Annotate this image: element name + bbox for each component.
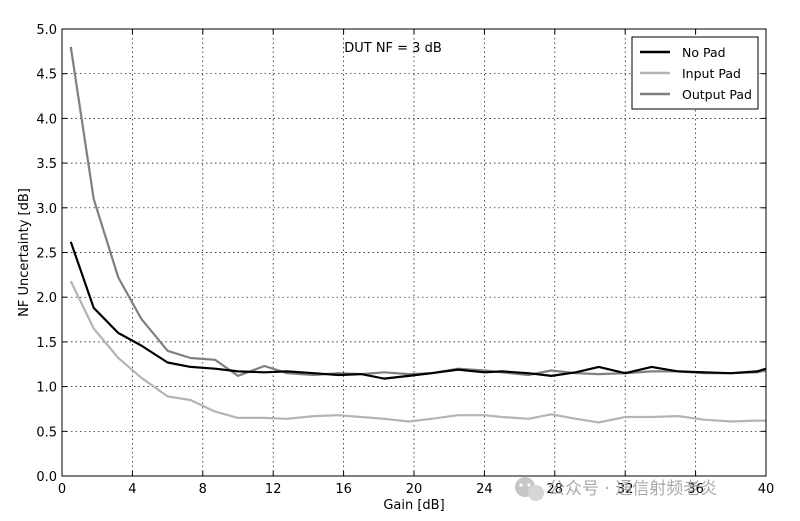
watermark-text: 公众号 · 通信射频老炎	[548, 479, 717, 499]
legend-entry: Input Pad	[682, 66, 741, 81]
x-axis-label: Gain [dB]	[383, 498, 444, 513]
x-tick-label: 28	[547, 482, 564, 497]
x-tick-label: 20	[406, 482, 423, 497]
wechat-icon	[515, 477, 544, 501]
y-tick-label: 0.0	[36, 470, 57, 485]
y-tick-label: 4.0	[36, 112, 57, 127]
y-tick-label: 3.5	[36, 157, 57, 172]
y-tick-label: 2.0	[36, 291, 57, 306]
x-tick-label: 24	[476, 482, 493, 497]
watermark: 公众号 · 通信射频老炎	[515, 477, 717, 501]
y-tick-label: 1.5	[36, 336, 57, 351]
y-axis-label: NF Uncertainty [dB]	[17, 188, 32, 317]
legend-entry: Output Pad	[682, 87, 752, 102]
y-tick-label: 1.0	[36, 381, 57, 396]
legend-entry: No Pad	[682, 45, 726, 60]
series-line-no-pad	[69, 241, 767, 380]
x-tick-label: 36	[687, 482, 704, 497]
axis-ticks: 0 4 8 12 16 20 24 28 32 36 40 0.0 0.5 1.0 1.5 2.0 2.5 3.0…	[36, 23, 774, 497]
x-tick-label: 12	[265, 482, 282, 497]
series-lines	[69, 46, 767, 424]
plot-frame	[61, 28, 767, 477]
x-tick-label: 40	[758, 482, 775, 497]
x-tick-label: 32	[617, 482, 634, 497]
chart-annotation: DUT NF = 3 dB	[344, 41, 442, 56]
y-tick-label: 4.5	[36, 68, 57, 83]
y-tick-label: 0.5	[36, 425, 57, 440]
x-tick-label: 16	[335, 482, 352, 497]
series-line-input-pad	[69, 280, 766, 424]
x-tick-label: 4	[128, 482, 136, 497]
y-tick-label: 2.5	[36, 247, 57, 262]
y-tick-label: 3.0	[36, 202, 57, 217]
legend: No Pad Input Pad Output Pad	[631, 36, 759, 110]
y-tick-label: 5.0	[36, 23, 57, 38]
x-tick-label: 0	[58, 482, 66, 497]
x-tick-label: 8	[199, 482, 207, 497]
